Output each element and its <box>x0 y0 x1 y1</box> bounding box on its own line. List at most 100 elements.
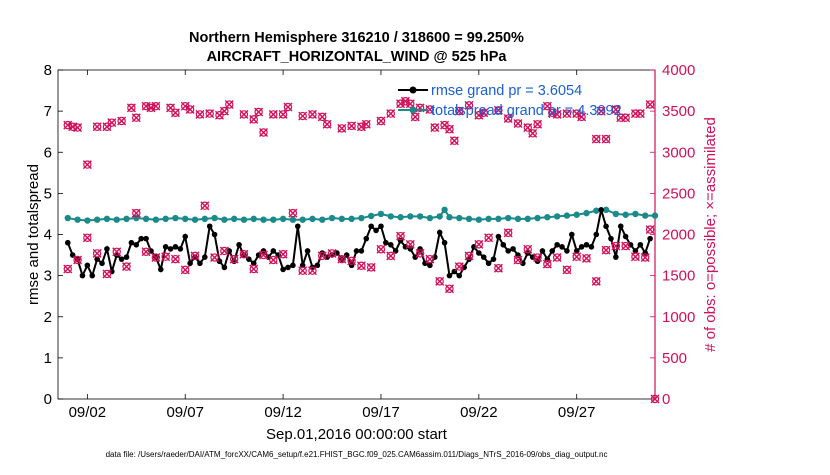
obs-possible-marker <box>479 108 488 117</box>
obs-assimilated-marker <box>577 112 587 122</box>
totalspread-point <box>152 216 160 223</box>
totalspread-point <box>651 212 659 219</box>
rmse-point <box>172 244 179 250</box>
obs-assimilated-marker <box>405 239 415 249</box>
obs-assimilated-marker <box>317 251 327 261</box>
y-left-tick-label: 1 <box>44 350 52 367</box>
obs-possible-marker <box>288 208 298 218</box>
totalspread-point <box>64 214 71 222</box>
obs-assimilated-marker <box>611 241 621 251</box>
obs-possible-marker <box>366 263 376 272</box>
obs-possible-marker <box>298 111 307 121</box>
obs-assimilated-marker <box>205 109 215 119</box>
obs-assimilated-marker <box>298 266 308 276</box>
obs-possible-marker <box>464 101 474 110</box>
obs-assimilated-marker <box>572 252 582 262</box>
rmse-point <box>446 272 453 279</box>
totalspread-point <box>338 215 346 223</box>
obs-possible-marker <box>528 129 537 138</box>
rmse-point <box>549 248 556 254</box>
obs-assimilated-marker <box>454 106 464 116</box>
obs-possible-marker <box>376 116 386 126</box>
rmse-point <box>436 229 443 236</box>
obs-possible-marker <box>362 120 371 129</box>
x-tick-label: 09/12 <box>264 404 302 421</box>
obs-possible-marker <box>645 225 655 234</box>
totalspread-point <box>593 207 600 214</box>
obs-possible-marker <box>283 102 293 112</box>
obs-assimilated-marker <box>645 225 655 235</box>
obs-possible-marker <box>577 112 586 122</box>
rmse-point <box>182 233 189 240</box>
totalspread-point <box>397 214 404 221</box>
rmse-point <box>564 248 570 254</box>
obs-assimilated-marker <box>435 276 445 286</box>
totalspread-point <box>299 216 306 223</box>
obs-assimilated-marker <box>63 120 73 130</box>
totalspread-point <box>103 215 111 223</box>
obs-possible-marker <box>533 120 542 129</box>
rmse-point <box>441 239 448 246</box>
obs-assimilated-marker <box>396 99 406 109</box>
obs-assimilated-marker <box>503 114 513 124</box>
obs-possible-marker <box>63 264 72 274</box>
obs-possible-marker <box>631 109 640 118</box>
rmse-point <box>485 260 492 267</box>
totalspread-point <box>289 216 297 223</box>
obs-possible-marker <box>102 122 112 131</box>
totalspread-point <box>426 214 434 222</box>
y-left-tick-label: 3 <box>44 268 52 285</box>
obs-possible-marker <box>210 253 219 262</box>
totalspread-point <box>436 213 443 220</box>
rmse-point <box>285 264 291 271</box>
obs-assimilated-marker <box>161 252 171 262</box>
obs-assimilated-marker <box>249 264 259 274</box>
obs-assimilated-marker <box>513 255 523 265</box>
obs-assimilated-marker <box>224 100 234 110</box>
obs-possible-marker <box>308 110 317 119</box>
obs-assimilated-marker <box>493 263 503 273</box>
obs-assimilated-marker <box>82 233 92 243</box>
obs-assimilated-marker <box>542 259 552 269</box>
obs-assimilated-marker <box>249 114 259 124</box>
obs-assimilated-marker <box>621 241 631 251</box>
obs-assimilated-marker <box>572 109 582 119</box>
obs-possible-marker <box>83 233 92 242</box>
obs-assimilated-marker <box>180 101 190 111</box>
totalspread-point <box>240 216 248 223</box>
totalspread-point <box>358 214 365 222</box>
obs-assimilated-marker <box>601 245 611 255</box>
obs-possible-marker <box>92 249 102 258</box>
y-right-tick-label: 3500 <box>662 103 695 120</box>
totalspread-point <box>162 215 169 223</box>
obs-assimilated-marker <box>493 105 503 115</box>
obs-possible-marker <box>185 105 195 114</box>
obs-assimilated-marker <box>254 107 264 117</box>
totalspread-point <box>387 213 394 220</box>
plot-area <box>57 69 656 400</box>
y-right-tick-label: 1000 <box>662 309 695 326</box>
totalspread-point <box>495 215 502 223</box>
rmse-point <box>617 223 624 230</box>
obs-assimilated-marker <box>386 109 396 119</box>
obs-assimilated-marker <box>190 251 200 261</box>
obs-possible-marker <box>435 277 444 286</box>
obs-assimilated-marker <box>444 284 454 294</box>
obs-possible-marker <box>205 109 214 118</box>
y-left-tick-label: 2 <box>44 309 52 326</box>
obs-assimilated-marker <box>542 101 552 111</box>
obs-possible-marker <box>220 106 229 116</box>
totalspread-point <box>74 216 81 223</box>
obs-assimilated-marker <box>322 119 332 129</box>
obs-possible-marker <box>611 241 621 251</box>
obs-possible-marker <box>239 110 249 119</box>
obs-assimilated-marker <box>376 116 386 126</box>
obs-assimilated-marker <box>415 248 425 258</box>
totalspread-point <box>475 216 483 223</box>
rmse-point <box>138 235 144 242</box>
obs-possible-marker <box>523 245 532 254</box>
totalspread-point <box>622 211 629 218</box>
obs-assimilated-marker <box>141 247 151 257</box>
obs-possible-marker <box>503 114 513 123</box>
obs-assimilated-marker <box>317 112 327 122</box>
